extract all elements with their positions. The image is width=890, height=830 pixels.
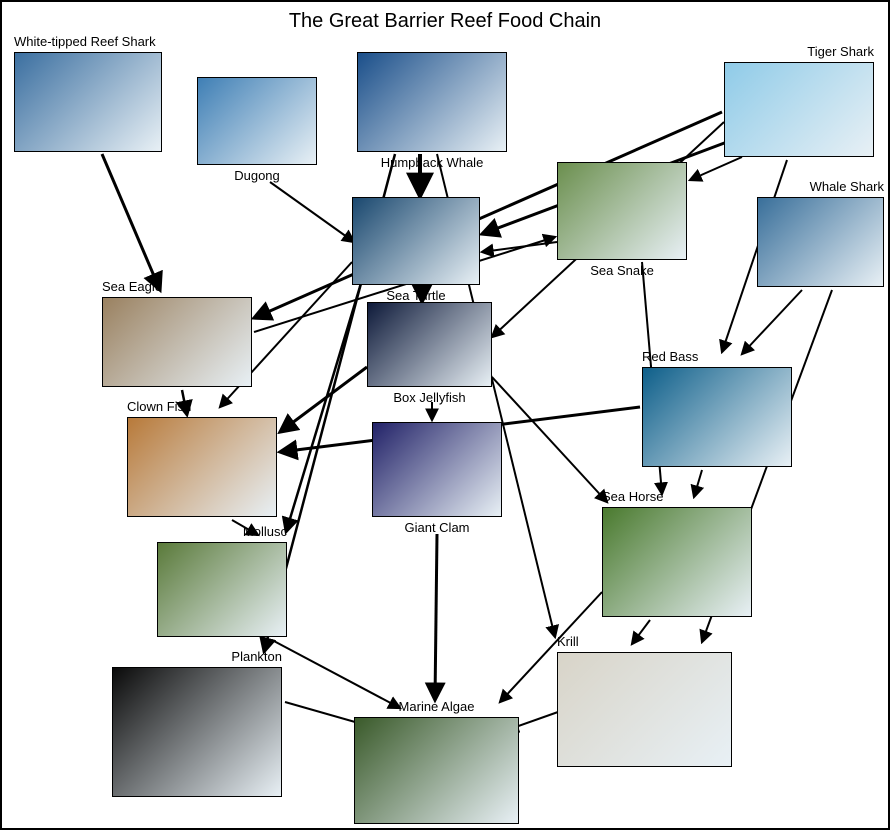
node-giantclam: Giant Clam (372, 422, 502, 517)
node-image-shark (14, 52, 162, 152)
edge-redbass-to-seahorse (694, 470, 702, 497)
node-image-seasnake (557, 162, 687, 260)
node-dugong: Dugong (197, 77, 317, 165)
node-shark: White-tipped Reef Shark (14, 52, 162, 152)
node-krill: Krill (557, 652, 732, 767)
node-label-giantclam: Giant Clam (404, 520, 469, 535)
node-image-seaturtle (352, 197, 480, 285)
node-label-humpback: Humpback Whale (381, 155, 484, 170)
node-label-seaturtle: Sea Turtle (386, 288, 445, 303)
edge-tigershark-to-seasnake (690, 157, 742, 180)
edge-seaturtle-to-mollusc (286, 280, 362, 532)
edge-whaleshark-to-redbass (742, 290, 802, 354)
node-label-tigershark: Tiger Shark (807, 44, 874, 59)
diagram-title: The Great Barrier Reef Food Chain (2, 10, 888, 33)
node-label-seasnake: Sea Snake (590, 263, 654, 278)
edge-mollusc-to-algae (272, 640, 400, 708)
node-image-dugong (197, 77, 317, 165)
edge-boxjelly-to-seahorse (492, 377, 607, 502)
node-label-plankton: Plankton (231, 649, 282, 664)
node-image-algae (354, 717, 519, 824)
node-image-clownfish (127, 417, 277, 517)
node-seahorse: Sea Horse (602, 507, 752, 617)
node-boxjelly: Box Jellyfish (367, 302, 492, 387)
node-label-krill: Krill (557, 634, 579, 649)
edge-dugong-to-seaturtle (270, 182, 354, 242)
node-label-boxjelly: Box Jellyfish (393, 390, 465, 405)
diagram-canvas: The Great Barrier Reef Food Chain White-… (0, 0, 890, 830)
node-label-clownfish: Clown Fish (127, 399, 191, 414)
node-image-seaeagle (102, 297, 252, 387)
node-image-giantclam (372, 422, 502, 517)
edge-seasnake-to-seaturtle (482, 242, 557, 252)
node-image-tigershark (724, 62, 874, 157)
node-whaleshark: Whale Shark (757, 197, 884, 287)
node-label-dugong: Dugong (234, 168, 280, 183)
node-seasnake: Sea Snake (557, 162, 687, 260)
node-label-whaleshark: Whale Shark (810, 179, 884, 194)
node-label-redbass: Red Bass (642, 349, 698, 364)
node-label-mollusc: Mollusc (243, 524, 287, 539)
node-clownfish: Clown Fish (127, 417, 277, 517)
node-image-whaleshark (757, 197, 884, 287)
node-tigershark: Tiger Shark (724, 62, 874, 157)
node-label-seahorse: Sea Horse (602, 489, 663, 504)
node-plankton: Plankton (112, 667, 282, 797)
edge-boxjelly-to-clownfish (280, 367, 367, 432)
node-image-mollusc (157, 542, 287, 637)
node-image-boxjelly (367, 302, 492, 387)
node-image-krill (557, 652, 732, 767)
node-algae: Marine Algae (354, 717, 519, 824)
node-label-shark: White-tipped Reef Shark (14, 34, 156, 49)
node-humpback: Humpback Whale (357, 52, 507, 152)
edge-giantclam-to-algae (435, 534, 437, 700)
node-redbass: Red Bass (642, 367, 792, 467)
node-image-humpback (357, 52, 507, 152)
node-seaturtle: Sea Turtle (352, 197, 480, 285)
node-mollusc: Mollusc (157, 542, 287, 637)
node-image-seahorse (602, 507, 752, 617)
node-image-redbass (642, 367, 792, 467)
edge-seahorse-to-krill (632, 620, 650, 644)
node-image-plankton (112, 667, 282, 797)
node-label-algae: Marine Algae (399, 699, 475, 714)
node-seaeagle: Sea Eagle (102, 297, 252, 387)
node-label-seaeagle: Sea Eagle (102, 279, 162, 294)
edge-shark-to-seaeagle (102, 154, 160, 290)
